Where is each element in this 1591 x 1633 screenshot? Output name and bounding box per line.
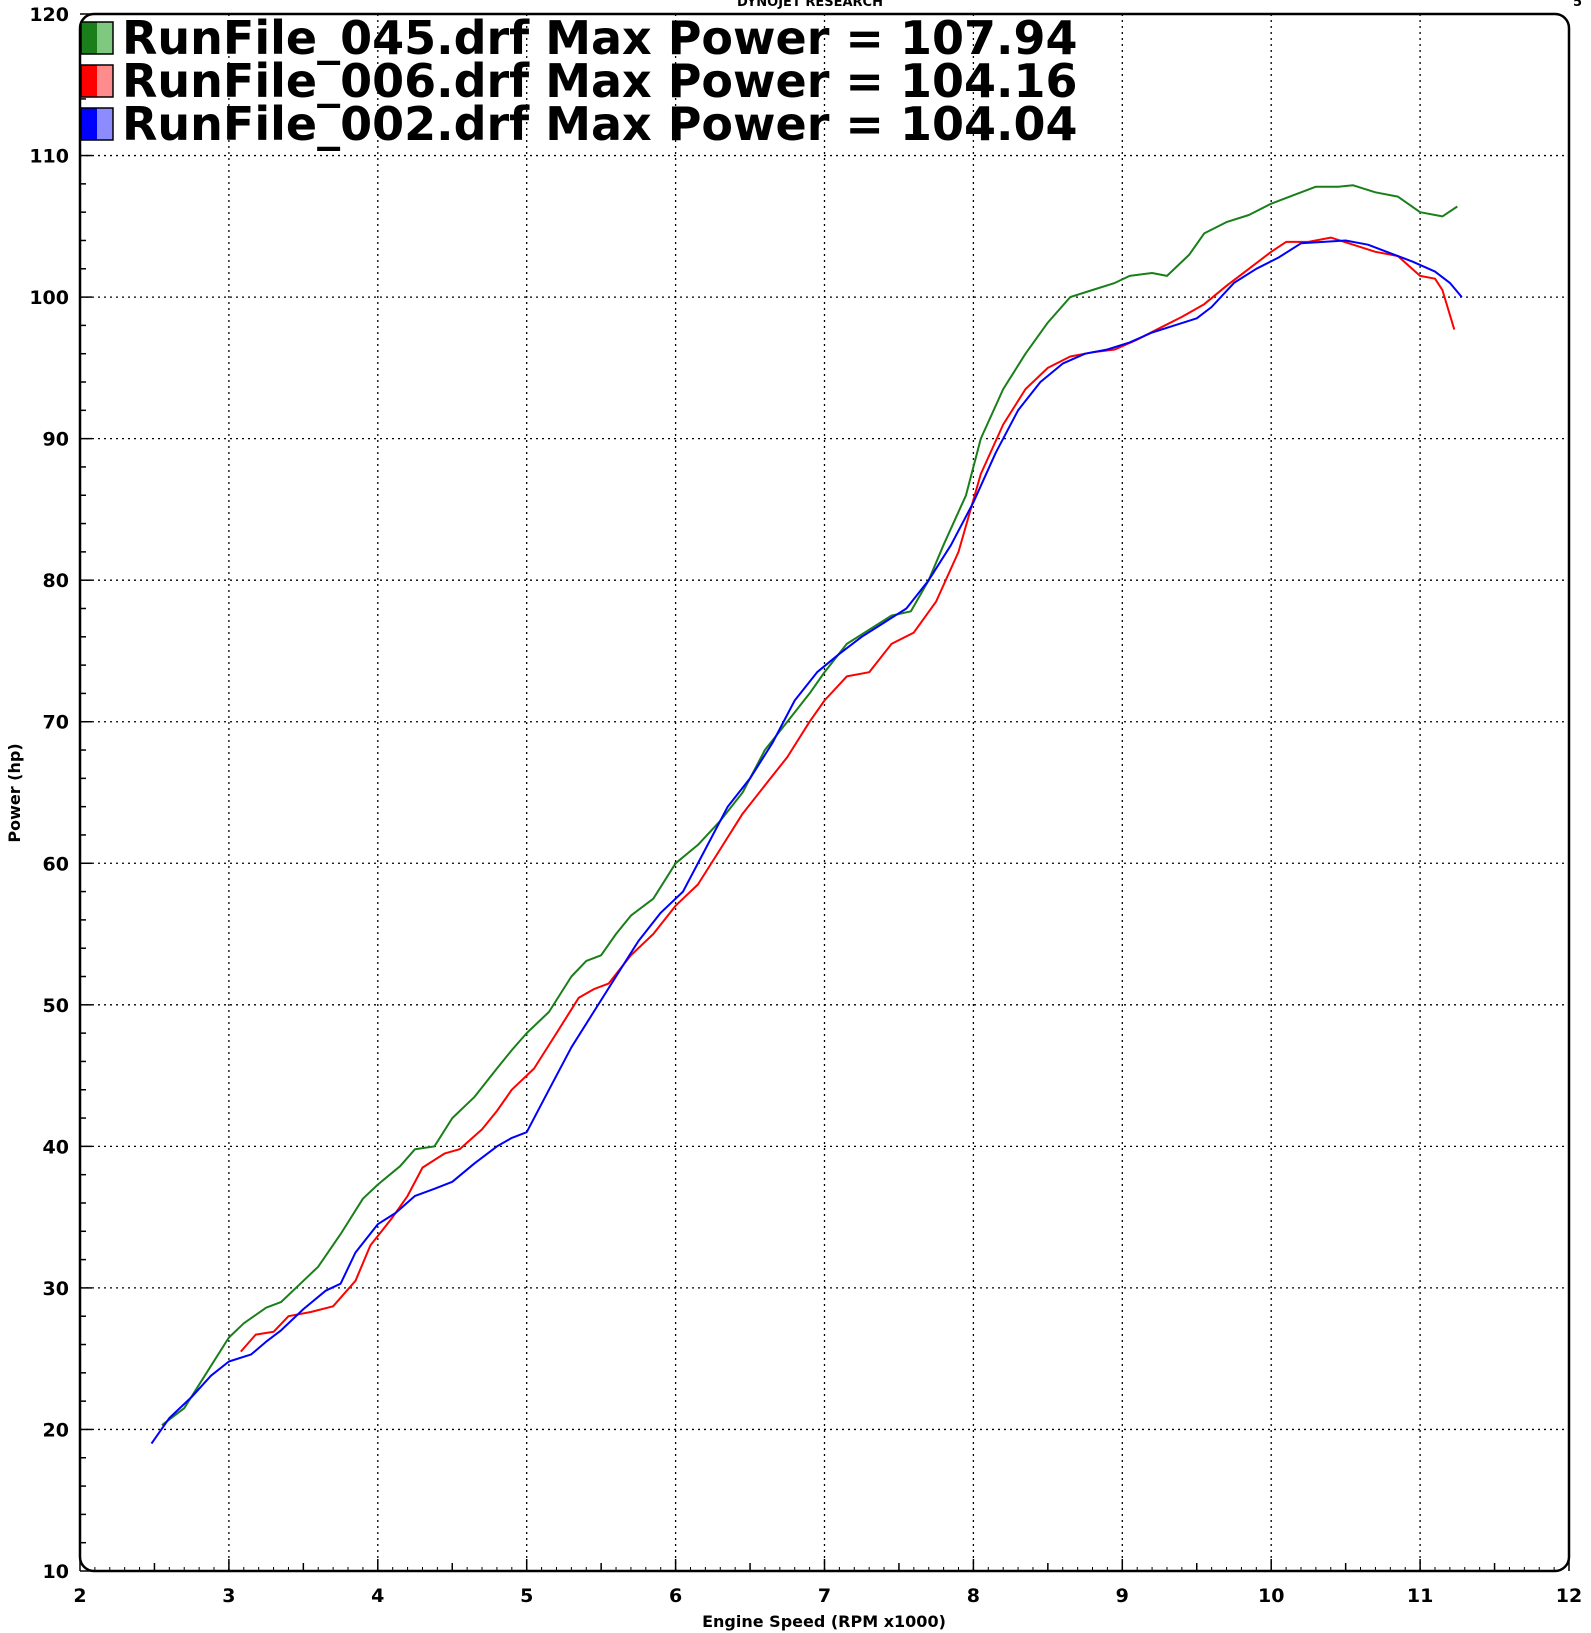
series-line-1 xyxy=(161,184,1458,1426)
x-tick-label: 9 xyxy=(1116,1585,1129,1607)
y-tick-label: 90 xyxy=(43,429,69,451)
legend-label: RunFile_006.drf Max Power = 104.16 xyxy=(122,54,1078,108)
legend-swatch-dark xyxy=(81,108,97,140)
legend-swatch-light xyxy=(97,65,113,97)
y-tick-label: 70 xyxy=(43,712,69,734)
y-tick-label: 100 xyxy=(29,287,69,309)
legend-label: RunFile_045.drf Max Power = 107.94 xyxy=(122,11,1078,65)
legend: RunFile_045.drf Max Power = 107.94RunFil… xyxy=(80,11,1078,151)
x-tick-label: 8 xyxy=(967,1585,980,1607)
legend-item: RunFile_045.drf Max Power = 107.94 xyxy=(80,11,1078,65)
y-tick-label: 10 xyxy=(43,1561,69,1583)
header-title: DYNOJET RESEARCH xyxy=(737,0,883,10)
legend-swatch-border xyxy=(80,21,114,55)
legend-item: RunFile_002.drf Max Power = 104.04 xyxy=(80,97,1078,151)
x-tick-label: 7 xyxy=(818,1585,831,1607)
legend-swatch-light xyxy=(97,108,113,140)
x-tick-label: 6 xyxy=(669,1585,682,1607)
axis-ticks: 2 3 4 5 6 7 8 9 10 11 12 10 20 30 40 50 60 70 80 90 100 110 12… xyxy=(29,4,1582,1607)
x-tick-label: 4 xyxy=(371,1585,384,1607)
legend-swatch-light xyxy=(97,22,113,54)
legend-item: RunFile_006.drf Max Power = 104.16 xyxy=(80,54,1078,108)
y-tick-label: 50 xyxy=(43,995,69,1017)
x-axis-title: Engine Speed (RPM x1000) xyxy=(702,1612,946,1631)
series-line-3 xyxy=(150,239,1463,1445)
x-tick-label: 11 xyxy=(1407,1585,1433,1607)
plot-area-frame xyxy=(78,12,1571,1573)
page-number: 5 xyxy=(1573,0,1582,10)
series-lines xyxy=(150,184,1463,1445)
x-tick-label: 10 xyxy=(1258,1585,1284,1607)
legend-swatch-dark xyxy=(81,65,97,97)
legend-label: RunFile_002.drf Max Power = 104.04 xyxy=(122,97,1078,151)
y-tick-label: 80 xyxy=(43,570,69,592)
y-axis-title: Power (hp) xyxy=(5,743,24,842)
x-tick-label: 12 xyxy=(1556,1585,1582,1607)
series-line-2 xyxy=(240,236,1456,1353)
x-tick-label: 2 xyxy=(73,1585,86,1607)
legend-swatch-border xyxy=(80,107,114,141)
x-tick-label: 5 xyxy=(520,1585,533,1607)
legend-swatch-dark xyxy=(81,22,97,54)
x-tick-label: 3 xyxy=(222,1585,235,1607)
y-tick-label: 110 xyxy=(29,146,69,168)
legend-swatch-border xyxy=(80,64,114,98)
grid-lines xyxy=(80,14,1569,1571)
y-tick-label: 40 xyxy=(43,1136,69,1158)
y-tick-label: 120 xyxy=(29,4,69,26)
y-tick-label: 30 xyxy=(43,1278,69,1300)
y-tick-label: 60 xyxy=(43,853,69,875)
y-tick-label: 20 xyxy=(43,1419,69,1441)
